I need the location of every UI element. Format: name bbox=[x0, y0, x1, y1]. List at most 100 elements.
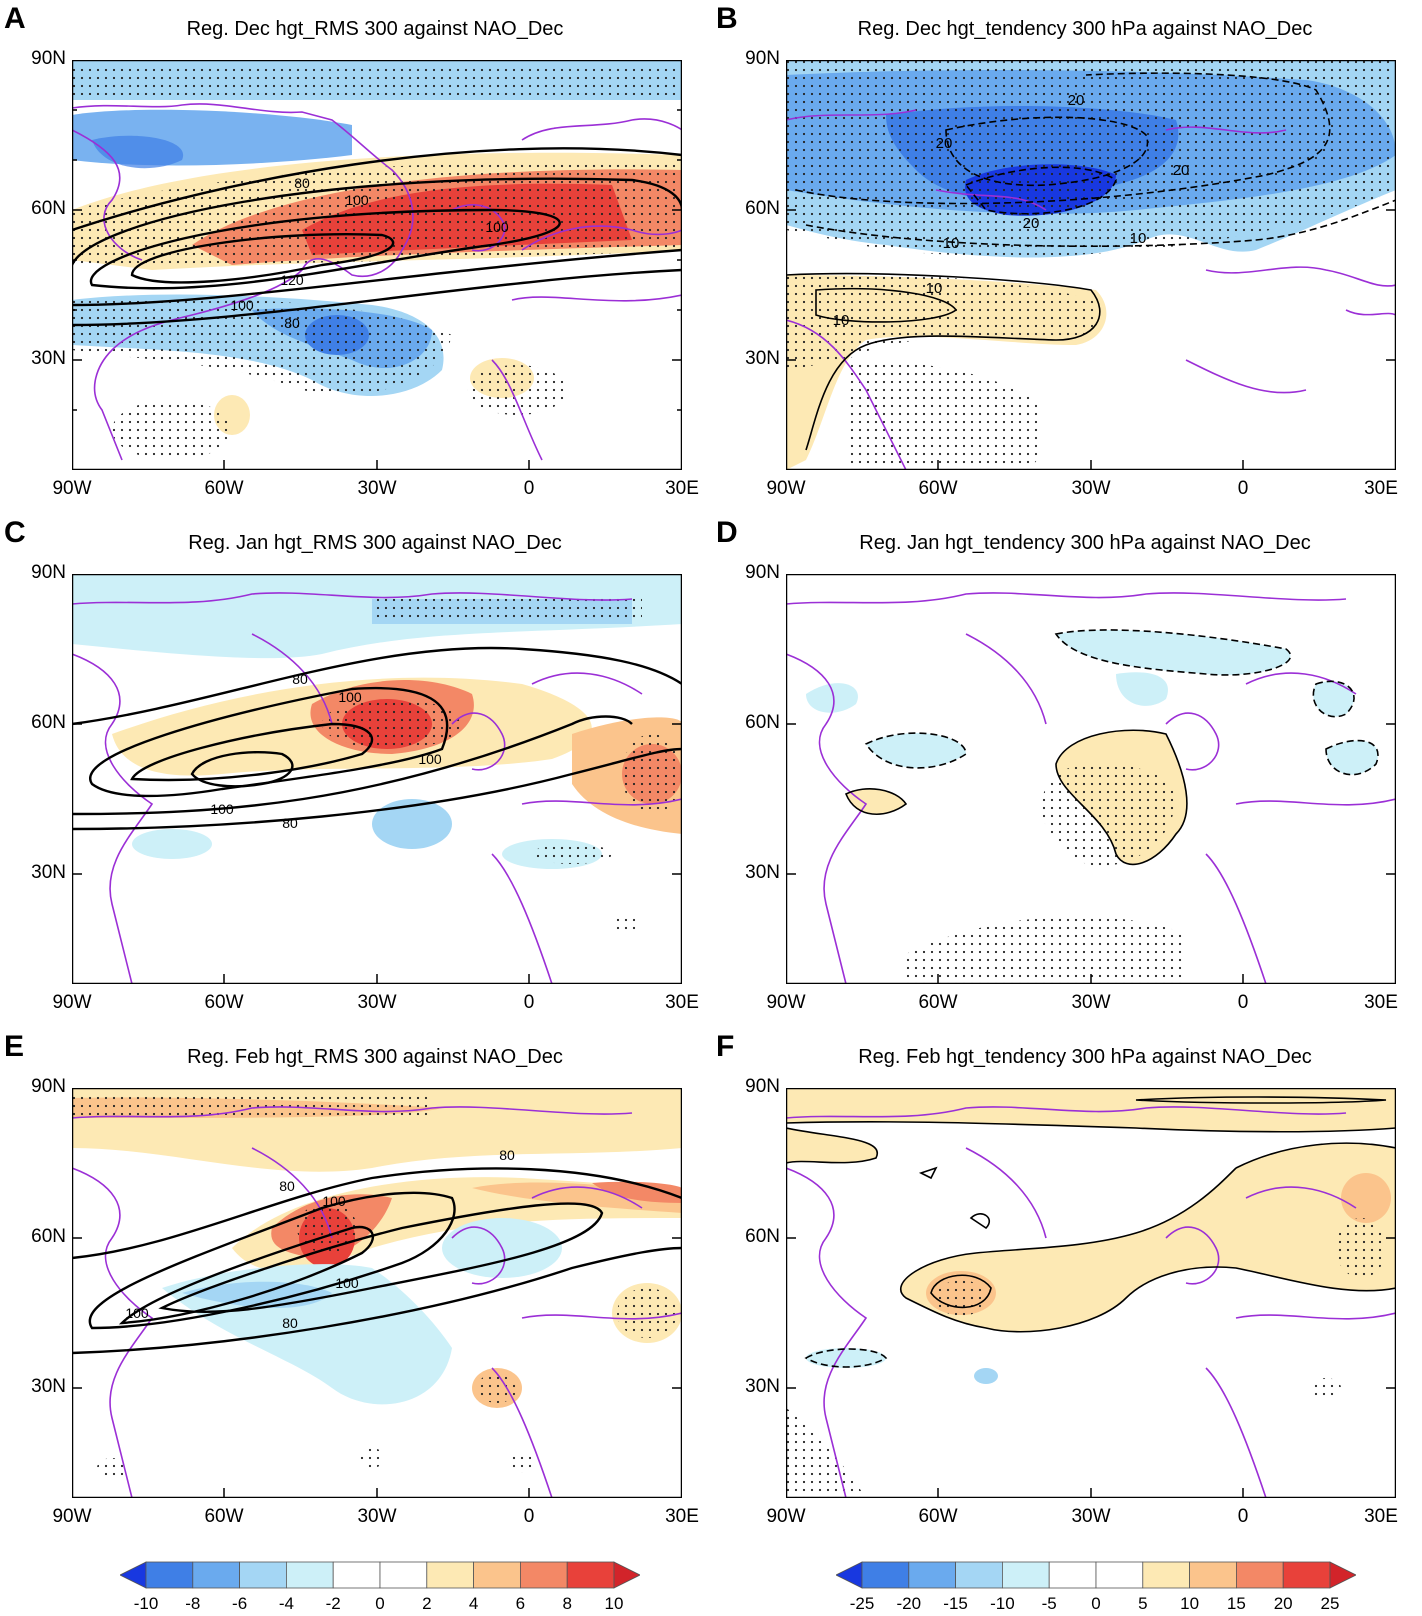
lat-label: 60N bbox=[745, 198, 780, 219]
lat-label: 90N bbox=[31, 1076, 66, 1097]
lon-label: 90W bbox=[766, 478, 806, 499]
colorbar-tick-label: -8 bbox=[185, 1594, 201, 1613]
lon-label: 30E bbox=[1364, 992, 1398, 1013]
contour bbox=[899, 1142, 1396, 1333]
lon-label: 60W bbox=[918, 992, 958, 1013]
lon-label: 90W bbox=[766, 1506, 806, 1527]
colorbar-swatch bbox=[239, 1561, 287, 1589]
colorbar-tick-label: -25 bbox=[849, 1594, 875, 1613]
contour bbox=[805, 199, 1396, 248]
shade-negative bbox=[866, 733, 966, 768]
lon-label: 60W bbox=[918, 478, 958, 499]
colorbar-tick-label: 25 bbox=[1320, 1594, 1340, 1613]
contour bbox=[786, 1127, 879, 1164]
colorbar-tick-label: 2 bbox=[422, 1594, 432, 1613]
coastline bbox=[786, 1106, 1396, 1498]
colorbar-swatch bbox=[1001, 1561, 1050, 1589]
lat-label: 30N bbox=[745, 862, 780, 883]
map-c: 80 100 100 100 80 bbox=[72, 574, 682, 984]
contour bbox=[118, 1225, 375, 1325]
lat-label: 30N bbox=[745, 348, 780, 369]
contour-label: 100 bbox=[418, 751, 442, 767]
lat-label: 30N bbox=[31, 862, 66, 883]
coastline bbox=[72, 592, 682, 984]
contour-label: 20 bbox=[936, 135, 953, 152]
colorbar-swatch bbox=[955, 1561, 1003, 1589]
lat-label: 60N bbox=[31, 198, 66, 219]
contour-label: 80 bbox=[284, 315, 300, 331]
lon-label: 60W bbox=[204, 1506, 244, 1527]
colorbar-tick-label: 0 bbox=[375, 1594, 385, 1613]
lon-label: 30E bbox=[665, 1506, 699, 1527]
coastline bbox=[72, 129, 143, 261]
shade-positive bbox=[900, 1143, 1396, 1332]
lon-label: 30W bbox=[357, 992, 397, 1013]
contour bbox=[130, 722, 374, 782]
contour bbox=[804, 1348, 888, 1368]
contour-label: 100 bbox=[210, 801, 234, 817]
contour bbox=[864, 732, 967, 769]
contour bbox=[930, 1274, 992, 1309]
contour bbox=[964, 166, 1117, 215]
colorbar-tick-label: -10 bbox=[133, 1594, 159, 1613]
colorbar-tick-label: -4 bbox=[278, 1594, 294, 1613]
colorbar-tick-label: -5 bbox=[1041, 1594, 1057, 1613]
stippling bbox=[786, 1408, 866, 1498]
contour bbox=[72, 248, 682, 307]
map-canvas bbox=[786, 1088, 1396, 1498]
map-canvas bbox=[786, 574, 1396, 984]
lon-label: 30E bbox=[1364, 478, 1398, 499]
lat-label: 30N bbox=[745, 1376, 780, 1397]
shade-negative bbox=[1326, 740, 1378, 775]
lon-label: 0 bbox=[1237, 992, 1249, 1013]
panel-label: F bbox=[716, 1030, 735, 1063]
colorbar-swatch bbox=[861, 1561, 910, 1589]
contour-label: 100 bbox=[485, 219, 509, 235]
lat-label: 60N bbox=[745, 1226, 780, 1247]
stippling bbox=[467, 365, 567, 415]
contour bbox=[1055, 729, 1188, 866]
contour-label: 80 bbox=[282, 815, 298, 831]
contour bbox=[89, 208, 561, 290]
contour-label: 100 bbox=[322, 1193, 346, 1209]
panel-title: Reg. Dec hgt_tendency 300 hPa against NA… bbox=[857, 18, 1313, 40]
graticule-ticks bbox=[72, 1237, 682, 1498]
colorbar-tick-label: -15 bbox=[943, 1594, 968, 1613]
graticule-ticks bbox=[72, 109, 682, 470]
lon-label: 0 bbox=[1237, 478, 1249, 499]
map-d bbox=[786, 574, 1396, 984]
contour-label: 80 bbox=[292, 671, 308, 687]
lon-label: 30E bbox=[665, 478, 699, 499]
stippling bbox=[97, 1458, 127, 1478]
colorbar-swatch bbox=[379, 1561, 428, 1589]
stippling bbox=[615, 914, 639, 934]
contour-label: 20 bbox=[1023, 215, 1040, 232]
colorbar-tick-label: -10 bbox=[990, 1594, 1015, 1613]
contour bbox=[1135, 1096, 1387, 1104]
colorbar-swatches bbox=[835, 1561, 1357, 1589]
colorbar-swatch bbox=[566, 1561, 615, 1589]
colorbar-swatch bbox=[473, 1561, 521, 1589]
colorbar-tick-label: -20 bbox=[896, 1594, 922, 1613]
lon-label: 90W bbox=[52, 478, 92, 499]
colorbar-tick-label: 10 bbox=[604, 1594, 624, 1613]
colorbar-swatch bbox=[1329, 1561, 1357, 1589]
graticule-ticks bbox=[786, 209, 1396, 470]
lat-label: 30N bbox=[31, 348, 66, 369]
lon-label: 90W bbox=[52, 1506, 92, 1527]
contour bbox=[1325, 739, 1379, 776]
shade-positive bbox=[592, 1181, 682, 1203]
lat-label: 60N bbox=[745, 712, 780, 733]
lon-label: 30W bbox=[357, 1506, 397, 1527]
graticule-ticks bbox=[786, 723, 1396, 984]
lat-label: 90N bbox=[31, 562, 66, 583]
colorbar-tick-label: -2 bbox=[325, 1594, 341, 1613]
stippling bbox=[372, 594, 642, 619]
contour bbox=[72, 747, 682, 831]
contour-label: 10 bbox=[943, 235, 960, 252]
shade-positive bbox=[786, 1088, 1396, 1133]
stippling bbox=[72, 1096, 432, 1118]
stippling bbox=[846, 360, 1043, 470]
colorbar-swatch bbox=[145, 1561, 194, 1589]
lat-label: 90N bbox=[745, 48, 780, 69]
